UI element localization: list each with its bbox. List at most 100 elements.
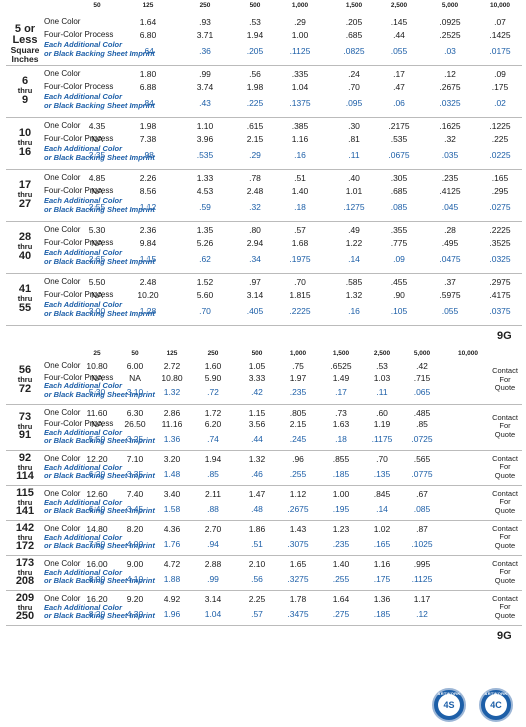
price-cell: .3475 [287, 608, 309, 619]
table-row: Each Additional Color or Black Backing Sh… [0, 381, 526, 399]
price-cell: 1.64 [332, 594, 350, 604]
price-cell: 10.20 [137, 290, 159, 300]
range-mid: thru [17, 86, 33, 95]
contact-line: Quote [494, 470, 516, 480]
range-mid: thru [17, 532, 33, 542]
price-cell: .03 [444, 46, 456, 56]
price-cell: 10.80 [86, 361, 108, 371]
row-label-line: or Black Backing Sheet Imprint [44, 389, 155, 399]
price-cell: .205 [345, 17, 363, 27]
price-cell: 1.32 [163, 387, 181, 397]
price-cell: .73 [335, 407, 347, 418]
group-divider [6, 221, 522, 222]
price-cell: .32 [249, 202, 261, 212]
range-start: 142 [15, 521, 35, 534]
price-cell: .2225 [489, 225, 511, 235]
price-cell: 5.50 [88, 433, 106, 444]
contact-line: Contact [492, 488, 518, 498]
range-end: 114 [16, 470, 34, 482]
row-label: One Color [44, 17, 81, 26]
price-cell: .845 [373, 489, 391, 499]
price-cell: 1.63 [332, 419, 350, 429]
group-divider [6, 590, 522, 591]
row-label-line: Each Additional Color [44, 427, 123, 437]
price-cell: .305 [390, 173, 408, 183]
column-header: 500 [251, 350, 263, 357]
contact-for-quote: Contact For Quote [486, 367, 524, 393]
size-range: 115 thru 141 [0, 487, 50, 518]
price-cell: .87 [416, 524, 428, 534]
price-cell: 2.72 [163, 361, 181, 371]
contact-for-quote: Contact For Quote [486, 594, 524, 621]
size-range: 17 thru 27 [0, 180, 50, 210]
price-cell: 1.98 [246, 82, 264, 92]
price-cell: 1.94 [246, 30, 264, 40]
row-label-line: or Black Backing Sheet Imprint [44, 506, 155, 515]
row-label: Four-Color Process [44, 372, 114, 382]
price-cell: .235 [289, 387, 307, 397]
price-cell: .685 [390, 186, 408, 196]
range-start: 209 [15, 591, 35, 604]
price-cell: 5.90 [204, 372, 222, 383]
row-label: One Color [44, 454, 81, 463]
contact-line: Quote [494, 610, 516, 620]
range-mid: thru [17, 462, 33, 472]
price-cell: .185 [332, 468, 350, 479]
price-cell: 1.22 [345, 238, 363, 248]
price-cell: .045 [441, 202, 459, 212]
price-group: 10 thru 16 One Color 4.35 1.98 1.10.615.385.30… [0, 118, 526, 170]
price-cell: 1.60 [204, 361, 222, 371]
price-cell: 1.72 [204, 407, 222, 418]
group-divider [6, 625, 522, 626]
price-cell: .88 [207, 503, 219, 514]
range-end: 250 [15, 610, 35, 622]
price-cell: .12 [416, 608, 428, 619]
price-cell: 1.16 [291, 134, 309, 144]
column-header: 125 [166, 350, 178, 357]
range-end: 40 [18, 249, 32, 262]
price-cell: .1975 [289, 254, 311, 264]
row-label: Each Additional Color or Black Backing Sh… [44, 300, 155, 318]
price-cell: .685 [345, 30, 363, 40]
price-cell: .70 [294, 277, 306, 287]
price-cell: .485 [413, 407, 431, 418]
price-cell: .64 [142, 46, 154, 56]
price-cell: 5.26 [196, 238, 214, 248]
price-cell: 1.04 [291, 82, 309, 92]
contact-line: For [499, 532, 511, 541]
range-start: 73 [18, 410, 32, 423]
price-cell: .295 [491, 186, 509, 196]
table-row: Each Additional Color or Black Backing Sh… [0, 92, 526, 109]
price-cell: .0475 [439, 254, 461, 264]
price-cell: .5975 [439, 290, 461, 300]
price-cell: .44 [393, 30, 405, 40]
row-label: Each Additional Color or Black Backing Sh… [44, 381, 155, 399]
price-cell: .715 [413, 372, 431, 383]
column-header: 50 [131, 350, 139, 357]
column-header: 2,500 [373, 350, 391, 357]
price-cell: .29 [294, 17, 306, 27]
price-cell: NA [91, 186, 103, 196]
price-cell: 26.50 [124, 419, 146, 429]
price-cell: .34 [249, 254, 261, 264]
price-cell: .775 [390, 238, 408, 248]
range-end: 208 [15, 575, 35, 587]
price-cell: 2.10 [248, 559, 266, 569]
table-row: Four-Color Process 6.88 3.74 1.98 1.04 .70 .47… [0, 82, 526, 95]
price-cell: .99 [199, 69, 211, 79]
range-start: 173 [15, 556, 35, 569]
price-cell: .40 [348, 173, 360, 183]
price-cell: .32 [444, 134, 456, 144]
range-end: 27 [18, 197, 32, 210]
row-label: Each Additional Color or Black Backing Sh… [44, 248, 155, 266]
price-cell: .1175 [371, 433, 393, 444]
price-cell: .12 [444, 69, 456, 79]
group-divider [6, 450, 522, 451]
table-row: One Color 12.20 7.10 3.20 1.94 1.32 .96 .855 .70… [0, 454, 526, 467]
row-label: One Color [44, 489, 81, 498]
table-row: One Color 5.30 2.36 1.35 .80 .57 .49 .355 .28 .22… [0, 225, 526, 238]
contact-line: For [499, 462, 511, 471]
price-cell: .535 [196, 150, 214, 160]
price-cell: 1.86 [248, 524, 266, 534]
row-label: Four-Color Process [44, 186, 114, 195]
